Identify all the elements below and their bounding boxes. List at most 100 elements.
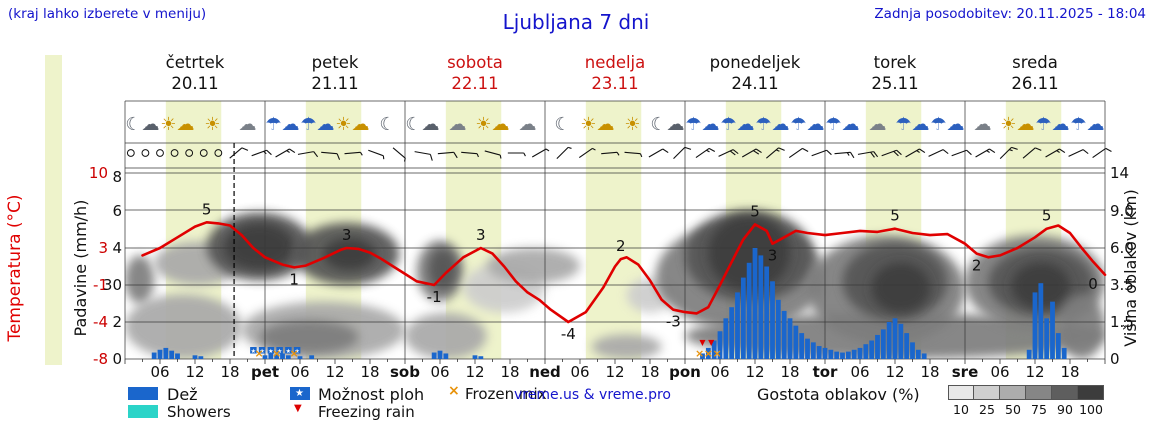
svg-text:5: 5 bbox=[890, 207, 900, 225]
freezing-rain-label: Freezing rain bbox=[318, 403, 415, 421]
svg-text:4: 4 bbox=[112, 239, 122, 257]
calm-wind-icon bbox=[185, 149, 194, 157]
frozen-mix-label: Frozen mix bbox=[465, 385, 547, 403]
svg-text:14: 14 bbox=[1110, 164, 1129, 182]
svg-text:9.0: 9.0 bbox=[1110, 202, 1134, 220]
sun-clouds-icon: ☀☁ bbox=[335, 114, 369, 135]
day-date: 25.11 bbox=[871, 74, 918, 93]
cloud-icon: ☁ bbox=[974, 114, 992, 135]
cloud-density-layer bbox=[125, 210, 1105, 359]
rain-cloud-icon: ☂☁ bbox=[825, 114, 859, 135]
freezing-rain-marker: ▼ bbox=[708, 338, 715, 347]
rain-swatch bbox=[128, 387, 158, 400]
svg-text:6: 6 bbox=[112, 202, 122, 220]
svg-text:0: 0 bbox=[1088, 275, 1098, 293]
calm-wind-icon bbox=[156, 149, 164, 157]
day-name: sreda bbox=[1012, 53, 1058, 72]
precipitation-bars bbox=[151, 248, 1067, 359]
cloud-icon: ☁ bbox=[449, 114, 467, 135]
cloud-height-axis-title: Višina oblakov (km) bbox=[1121, 189, 1140, 346]
frozen-mix-marker: × bbox=[255, 347, 264, 360]
svg-text:-8: -8 bbox=[93, 350, 108, 368]
svg-text:18: 18 bbox=[220, 363, 239, 381]
svg-text:2: 2 bbox=[972, 257, 982, 275]
moon-icon: ☾ bbox=[554, 114, 570, 135]
day-date: 22.11 bbox=[451, 74, 498, 93]
shower-chance-marker: ★ bbox=[286, 348, 291, 355]
rain-cloud-icon: ☂☁ bbox=[1070, 114, 1104, 135]
rain-cloud-icon: ☂☁ bbox=[755, 114, 789, 135]
svg-text:06: 06 bbox=[290, 363, 309, 381]
temperature-labels: 5 1 3 -1 3 -4 2 -3 5 3 5 2 5 0 bbox=[202, 200, 1098, 343]
svg-text:3: 3 bbox=[98, 239, 108, 257]
sun-clouds-icon: ☀☁ bbox=[1000, 114, 1034, 135]
rain-label: Dež bbox=[167, 385, 198, 404]
cloud-icon: ☁ bbox=[519, 114, 537, 135]
svg-text:tor: tor bbox=[813, 363, 838, 381]
frozen-mix-marker: × bbox=[704, 347, 713, 360]
svg-text:18: 18 bbox=[1060, 363, 1079, 381]
svg-text:18: 18 bbox=[920, 363, 939, 381]
svg-text:12: 12 bbox=[885, 363, 904, 381]
day-name: nedelja bbox=[585, 53, 646, 72]
cloud-density-step-label: 100 bbox=[1079, 402, 1103, 417]
frozen-mix-marker: × bbox=[272, 347, 281, 360]
cloud-density-step bbox=[1078, 385, 1104, 400]
cloud-density-scale bbox=[948, 385, 1104, 400]
day-name: torek bbox=[874, 53, 917, 72]
frozen-mix-marker: × bbox=[695, 347, 704, 360]
svg-text:ned: ned bbox=[529, 363, 561, 381]
left-accent-strip bbox=[45, 55, 62, 365]
svg-text:6.0: 6.0 bbox=[1110, 239, 1134, 257]
svg-text:3: 3 bbox=[768, 247, 778, 265]
cloud-density-step-label: 90 bbox=[1057, 402, 1073, 417]
svg-text:5: 5 bbox=[202, 200, 212, 218]
svg-text:1.5: 1.5 bbox=[1110, 313, 1134, 331]
svg-text:-1: -1 bbox=[93, 276, 108, 294]
svg-text:-1: -1 bbox=[427, 288, 442, 306]
svg-text:5: 5 bbox=[1042, 207, 1052, 225]
cloud-density-step bbox=[1052, 385, 1078, 400]
cloud-density-step bbox=[974, 385, 1000, 400]
svg-text:0: 0 bbox=[1110, 350, 1120, 368]
rain-cloud-icon: ☂☁ bbox=[790, 114, 824, 135]
svg-text:2: 2 bbox=[112, 313, 122, 331]
temperature-axis-title: Temperatura (°C) bbox=[5, 194, 25, 342]
day-name: ponedeljek bbox=[710, 53, 801, 72]
shower-chance-marker: ★ bbox=[294, 348, 299, 355]
sun-clouds-icon: ☀☁ bbox=[475, 114, 509, 135]
day-date: 20.11 bbox=[171, 74, 218, 93]
shower-chance-marker: ★ bbox=[277, 348, 282, 355]
temperature-curve bbox=[141, 221, 1107, 324]
sun-clouds-icon: ☀☁ bbox=[580, 114, 614, 135]
frozen-mix-marker: × bbox=[712, 347, 721, 360]
shower-chance-marker: ★ bbox=[259, 348, 264, 355]
svg-text:18: 18 bbox=[780, 363, 799, 381]
day-date: 26.11 bbox=[1011, 74, 1058, 93]
rain-cloud-icon: ☂☁ bbox=[685, 114, 719, 135]
night-clouds-icon: ☾☁ bbox=[125, 114, 159, 135]
x-axis-labels: 06 12 18 06 12 18 pet 06 12 18 sob 06 12 18 ned 06 12 18 p… bbox=[150, 363, 1079, 381]
svg-text:-4: -4 bbox=[561, 325, 576, 343]
rain-cloud-icon: ☂☁ bbox=[895, 114, 929, 135]
rain-cloud-icon: ☂☁ bbox=[930, 114, 964, 135]
svg-text:12: 12 bbox=[1025, 363, 1044, 381]
sun-icon: ☀ bbox=[204, 114, 220, 135]
svg-text:12: 12 bbox=[185, 363, 204, 381]
svg-text:pon: pon bbox=[669, 363, 701, 381]
svg-text:06: 06 bbox=[150, 363, 169, 381]
svg-text:3: 3 bbox=[476, 226, 486, 244]
svg-text:30: 30 bbox=[103, 276, 122, 294]
svg-text:12: 12 bbox=[745, 363, 764, 381]
moon-icon: ☾ bbox=[379, 114, 395, 135]
cloud-density-label: Gostota oblakov (%) bbox=[757, 385, 920, 404]
calm-wind-icon bbox=[199, 149, 208, 157]
svg-text:18: 18 bbox=[640, 363, 659, 381]
day-date: 24.11 bbox=[731, 74, 778, 93]
cloud-icon: ☁ bbox=[239, 114, 257, 135]
calm-wind-icon bbox=[214, 149, 223, 157]
gridlines bbox=[124, 100, 1106, 364]
calm-wind-icon bbox=[126, 149, 135, 157]
svg-text:pet: pet bbox=[251, 363, 279, 381]
svg-text:12: 12 bbox=[325, 363, 344, 381]
